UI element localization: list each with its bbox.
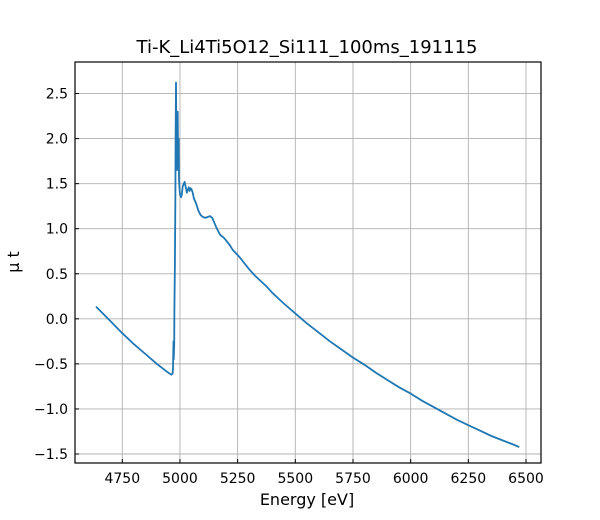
x-tick-label: 6500 xyxy=(508,471,544,487)
grid-lines xyxy=(75,62,541,463)
x-tick-labels: 4750 5000 5250 5500 5750 6000 6250 6500 xyxy=(104,471,543,487)
y-tick-label: 0.5 xyxy=(46,267,68,283)
y-tick-label: 1.0 xyxy=(46,222,68,238)
y-axis-label: μ t xyxy=(4,251,23,273)
y-tick-label: 2.5 xyxy=(46,87,68,103)
x-tick-label: 6250 xyxy=(451,471,487,487)
plot-frame xyxy=(74,61,542,464)
y-tick-label: −1.0 xyxy=(34,402,68,418)
x-tick-label: 6000 xyxy=(393,471,429,487)
y-tick-label: 1.5 xyxy=(46,177,68,193)
y-tick-label: −1.5 xyxy=(34,447,68,463)
chart-title: Ti-K_Li4Ti5O12_Si111_100ms_191115 xyxy=(136,37,478,58)
ticks-layer xyxy=(75,93,527,463)
x-tick-label: 5250 xyxy=(220,471,256,487)
series-line xyxy=(95,81,520,448)
y-tick-label: 2.0 xyxy=(46,132,68,148)
y-tick-label: −0.5 xyxy=(34,357,68,373)
x-tick-label: 5000 xyxy=(162,471,198,487)
x-tick-label: 5750 xyxy=(335,471,371,487)
x-tick-label: 4750 xyxy=(104,471,140,487)
x-tick-label: 5500 xyxy=(277,471,313,487)
y-tick-label: 0.0 xyxy=(46,312,68,328)
y-tick-labels: −1.5 −1.0 −0.5 0.0 0.5 1.0 1.5 2.0 2.5 xyxy=(34,87,68,463)
series-layer xyxy=(95,81,520,448)
x-axis-label: Energy [eV] xyxy=(260,490,354,509)
